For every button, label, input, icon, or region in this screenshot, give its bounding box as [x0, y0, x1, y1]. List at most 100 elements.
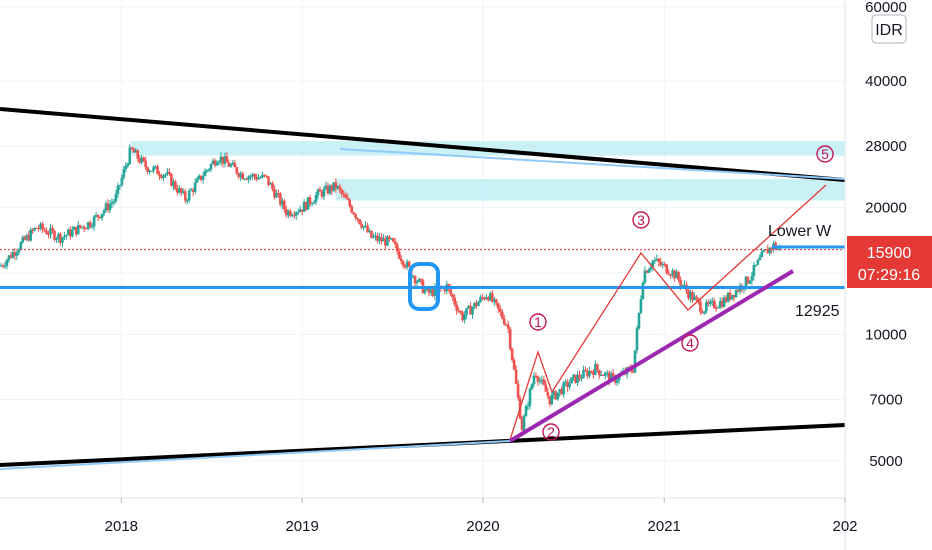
candle-body — [598, 370, 601, 376]
candle-body — [596, 364, 599, 371]
candle-body — [425, 289, 429, 291]
candle-body — [290, 215, 294, 217]
candle-body — [469, 305, 472, 315]
candle-body — [80, 226, 84, 228]
candle-body — [584, 369, 587, 371]
candle-body — [203, 170, 207, 177]
candle-body — [176, 188, 179, 193]
drawings: 1 2 3 4 5 — [0, 107, 846, 470]
candle-body — [578, 374, 581, 379]
candle-body — [770, 247, 774, 250]
candle-body — [284, 209, 288, 216]
candle-body — [576, 374, 579, 383]
price-axis[interactable]: 5000 7000 10000 20000 28000 40000 60000 — [865, 0, 907, 470]
candle-body — [397, 251, 401, 259]
candle-body — [556, 392, 560, 400]
candle-body — [340, 189, 344, 194]
candle-body — [156, 166, 159, 175]
candle-body — [358, 219, 361, 224]
candle-body — [728, 292, 732, 300]
candle-body — [51, 227, 54, 232]
time-axis[interactable]: 2018 2019 2020 2021 202 — [105, 498, 858, 535]
candle-body — [665, 264, 668, 274]
candle-body — [732, 294, 736, 298]
candle-body — [370, 230, 373, 238]
candle-body — [633, 350, 637, 373]
candle-body — [368, 230, 371, 233]
candle-body — [582, 369, 585, 379]
candle-body — [178, 188, 181, 193]
y-tick-label: 7000 — [869, 392, 902, 409]
candle-body — [73, 226, 76, 230]
candle-body — [142, 157, 145, 161]
candle-body — [645, 270, 649, 273]
candle-body — [384, 238, 387, 246]
candle-body — [536, 376, 540, 382]
candle-body — [104, 203, 108, 211]
candle-body — [233, 162, 237, 168]
candle-body — [193, 182, 197, 192]
candle-body — [158, 174, 161, 177]
candle-body — [372, 236, 375, 238]
candle-body — [528, 389, 532, 406]
candle-body — [465, 308, 468, 315]
candle-body — [69, 229, 72, 237]
candle-body — [508, 328, 512, 349]
candle-body — [160, 176, 163, 178]
candle-body — [53, 231, 56, 240]
candle-body — [362, 226, 365, 228]
candle-body — [128, 147, 132, 165]
candle-body — [130, 147, 134, 149]
candle-body — [485, 297, 488, 300]
y-tick-label: 20000 — [865, 200, 907, 217]
candle-body — [451, 294, 455, 298]
candle-body — [669, 274, 672, 276]
y-tick-label: 28000 — [865, 138, 907, 155]
last-price-badge — [847, 236, 932, 288]
candle-body — [415, 281, 419, 284]
candle-body — [98, 216, 102, 219]
candle-body — [699, 301, 702, 312]
highlight-box — [408, 262, 440, 311]
candle-body — [23, 236, 27, 240]
candle-body — [647, 269, 651, 273]
candle-body — [231, 162, 235, 165]
candle-body — [663, 263, 667, 265]
candle-body — [308, 197, 312, 204]
rising-trendline — [508, 269, 795, 443]
candle-body — [31, 229, 34, 231]
candle-body — [722, 297, 726, 307]
candle-body — [653, 260, 657, 262]
candle-body — [600, 375, 603, 377]
candle-body — [245, 178, 248, 180]
candle-body — [314, 195, 318, 203]
candle-body — [716, 307, 720, 309]
candle-body — [336, 186, 340, 189]
candle-body — [588, 370, 591, 377]
candle-body — [423, 290, 427, 294]
candle-body — [181, 191, 185, 193]
candle-body — [55, 238, 58, 240]
candle-body — [495, 299, 498, 304]
lower-resistance-zone — [335, 179, 845, 201]
candle-body — [726, 292, 730, 302]
candle-body — [580, 378, 583, 380]
candle-body — [275, 193, 278, 198]
candle-body — [11, 252, 15, 258]
candle-body — [134, 150, 138, 153]
candle-body — [754, 264, 758, 266]
candle-body — [86, 222, 90, 229]
candle-body — [427, 289, 431, 293]
candle-body — [703, 311, 706, 314]
candle-body — [227, 162, 231, 167]
candle-body — [350, 205, 353, 213]
candle-body — [609, 373, 613, 382]
candle-body — [463, 314, 466, 321]
currency-badge[interactable] — [871, 14, 907, 44]
candle-body — [659, 262, 663, 266]
candle-body — [538, 380, 542, 382]
candle-body — [566, 381, 569, 388]
wave-marker — [816, 145, 834, 163]
candle-body — [752, 265, 756, 277]
